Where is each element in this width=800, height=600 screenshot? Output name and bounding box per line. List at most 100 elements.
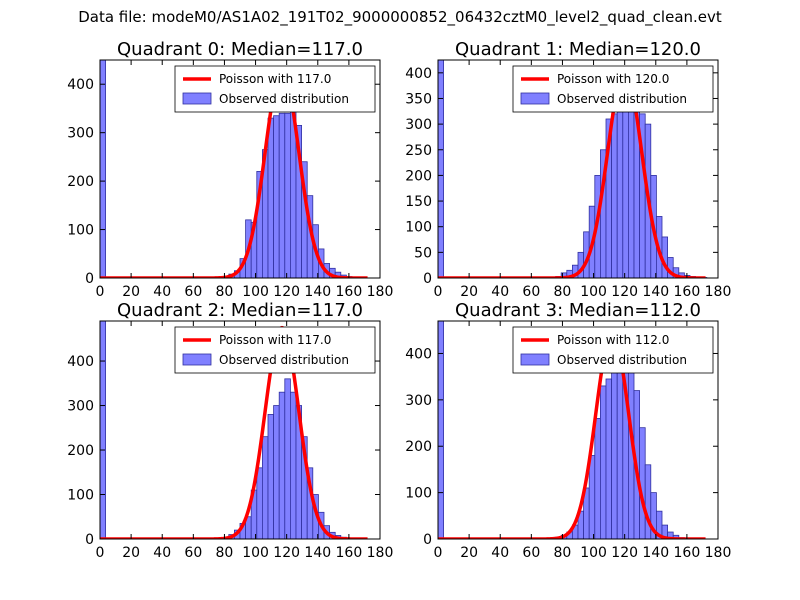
x-tick-label: 0 [96, 284, 105, 300]
legend-observed-label: Observed distribution [219, 92, 349, 106]
histogram-bar [438, 321, 444, 539]
x-tick-label: 20 [122, 284, 140, 300]
x-tick-label: 60 [522, 284, 540, 300]
histogram-bar [100, 60, 106, 278]
histogram-bar [438, 60, 444, 278]
histogram-bar [594, 418, 601, 539]
x-tick-label: 180 [367, 284, 394, 300]
histogram-bar [273, 405, 280, 539]
panel-title: Quadrant 0: Median=117.0 [117, 39, 363, 60]
x-tick-label: 100 [580, 545, 607, 561]
panel-title: Quadrant 1: Median=120.0 [455, 39, 701, 60]
histogram-bar [278, 112, 286, 278]
histogram-bar [284, 112, 291, 278]
x-tick-label: 80 [554, 545, 572, 561]
x-tick-label: 140 [304, 284, 331, 300]
x-tick-label: 0 [96, 545, 105, 561]
x-tick-label: 80 [216, 284, 234, 300]
plot-area [100, 321, 369, 539]
y-tick-label: 200 [67, 443, 94, 459]
y-tick-label: 350 [405, 91, 432, 107]
figure-title: Data file: modeM0/AS1A02_191T02_90000008… [78, 8, 722, 26]
x-tick-label: 100 [242, 545, 269, 561]
y-tick-label: 400 [405, 66, 432, 82]
plot-area [438, 321, 707, 539]
x-tick-label: 0 [434, 545, 443, 561]
quadrant-3-panel: 0 20 40 60 80 100 120 140 160 1800100200300400Qua… [405, 300, 731, 561]
poisson-curve [100, 325, 369, 539]
x-tick-label: 80 [216, 545, 234, 561]
x-tick-label: 180 [367, 545, 394, 561]
legend-observed-swatch [182, 353, 212, 366]
histogram-bar [261, 436, 269, 539]
histogram-bar [588, 455, 596, 539]
histogram-bar [611, 353, 618, 539]
quadrant-1-panel: 0 20 40 60 80 100 120 140 160 1800501001502002503… [405, 39, 731, 300]
y-tick-label: 200 [67, 174, 94, 190]
y-tick-label: 50 [414, 245, 432, 261]
legend-poisson-label: Poisson with 117.0 [219, 72, 331, 86]
quadrant-2-panel: 0 20 40 60 80 100 120 140 160 1800100200300400Qua… [67, 300, 393, 561]
histogram-bar [267, 414, 274, 539]
poisson-curve [438, 330, 707, 539]
histogram-bar [616, 98, 624, 278]
y-tick-label: 400 [67, 77, 94, 93]
x-tick-label: 40 [153, 545, 171, 561]
x-tick-label: 160 [336, 284, 363, 300]
y-tick-label: 250 [405, 143, 432, 159]
y-tick-label: 300 [67, 126, 94, 142]
y-tick-label: 200 [405, 439, 432, 455]
poisson-curve [100, 67, 369, 278]
legend-poisson-label: Poisson with 112.0 [557, 333, 669, 347]
x-tick-label: 80 [554, 284, 572, 300]
quadrant-0-panel: 0 20 40 60 80 100 120 140 160 1800100200300400Qua… [67, 39, 393, 300]
y-tick-label: 400 [67, 354, 94, 370]
axes-frame [99, 320, 381, 540]
legend-observed-swatch [520, 353, 550, 366]
y-tick-label: 300 [405, 393, 432, 409]
x-tick-label: 20 [460, 545, 478, 561]
histogram-bar [256, 467, 263, 539]
histogram-bar [605, 378, 612, 539]
x-tick-label: 60 [184, 545, 202, 561]
x-tick-label: 120 [273, 284, 300, 300]
histogram-bar [644, 464, 652, 539]
histogram-bar [267, 117, 274, 278]
x-tick-label: 120 [611, 545, 638, 561]
legend: Poisson with 120.0 Observed distribution [512, 65, 714, 113]
y-tick-label: 100 [67, 223, 94, 239]
x-tick-label: 100 [580, 284, 607, 300]
legend-observed-label: Observed distribution [557, 92, 687, 106]
x-tick-label: 140 [304, 545, 331, 561]
histogram-bar [284, 378, 291, 539]
x-tick-label: 20 [122, 545, 140, 561]
x-tick-label: 0 [434, 284, 443, 300]
x-tick-label: 40 [491, 284, 509, 300]
x-tick-label: 140 [642, 284, 669, 300]
histogram-bar [289, 391, 297, 539]
x-tick-label: 120 [273, 545, 300, 561]
legend-poisson-label: Poisson with 117.0 [219, 333, 331, 347]
x-tick-label: 20 [460, 284, 478, 300]
x-tick-label: 120 [611, 284, 638, 300]
x-tick-label: 100 [242, 284, 269, 300]
x-tick-label: 180 [705, 284, 732, 300]
legend: Poisson with 112.0 Observed distribution [512, 326, 714, 374]
poisson-curve [438, 68, 707, 278]
x-tick-label: 140 [642, 545, 669, 561]
y-tick-label: 100 [405, 220, 432, 236]
y-tick-label: 300 [405, 117, 432, 133]
x-tick-label: 40 [153, 284, 171, 300]
histogram-bar [273, 115, 280, 278]
x-tick-label: 40 [491, 545, 509, 561]
y-tick-label: 0 [85, 532, 94, 548]
y-tick-label: 200 [405, 168, 432, 184]
y-tick-label: 300 [67, 399, 94, 415]
legend-observed-swatch [182, 92, 212, 105]
histogram-bar [278, 391, 286, 539]
y-tick-label: 0 [85, 271, 94, 287]
x-tick-label: 160 [336, 545, 363, 561]
histogram-bar [600, 385, 607, 539]
histogram-bar [611, 113, 618, 278]
legend-observed-label: Observed distribution [219, 353, 349, 367]
